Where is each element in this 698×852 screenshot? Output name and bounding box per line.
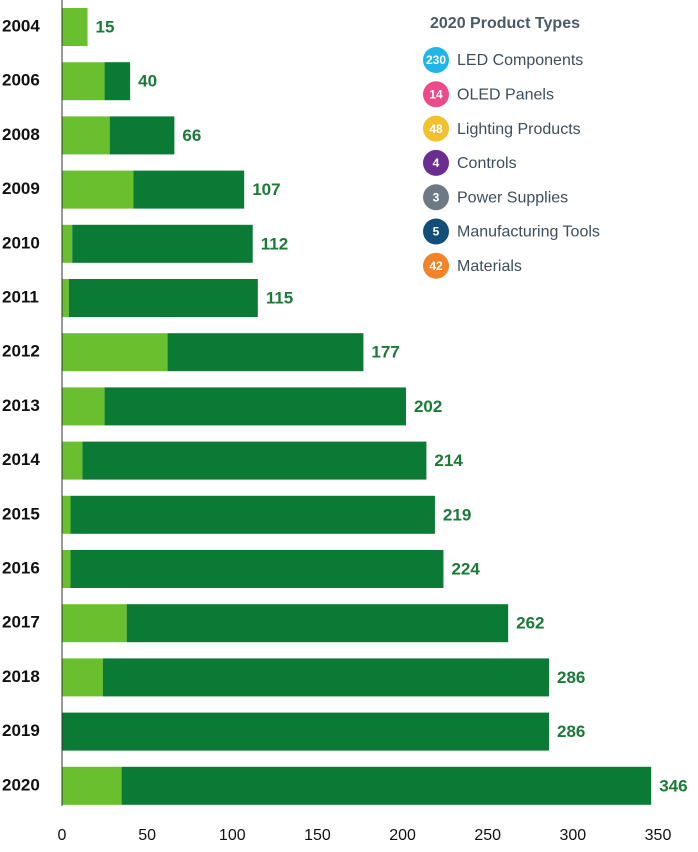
x-tick-label: 200: [389, 827, 416, 844]
bar-segment: [102, 658, 550, 697]
total-label: 202: [414, 397, 442, 416]
bar-segment: [109, 116, 175, 155]
bar-segment: [62, 387, 105, 426]
bar-segment: [133, 170, 245, 209]
x-tick-label: 250: [474, 827, 501, 844]
total-label: 66: [182, 126, 201, 145]
bar-segment: [167, 333, 364, 372]
legend-value: 3: [433, 190, 440, 204]
total-label: 219: [443, 505, 471, 524]
y-tick-label: 2020: [2, 775, 40, 794]
y-tick-label: 2016: [2, 558, 40, 577]
legend-label: LED Components: [457, 52, 583, 69]
total-label: 286: [557, 722, 585, 741]
legend-label: Manufacturing Tools: [457, 224, 600, 241]
total-label: 40: [138, 72, 157, 91]
x-tick-label: 350: [645, 827, 672, 844]
x-tick-label: 100: [219, 827, 246, 844]
legend-badge: [423, 115, 449, 142]
legend-value: 4: [433, 156, 440, 170]
bar-segment: [126, 604, 509, 643]
y-tick-label: 2013: [2, 396, 40, 415]
legend-label: Lighting Products: [457, 121, 581, 138]
bar-segment: [62, 170, 134, 209]
y-tick-label: 2009: [2, 179, 40, 198]
y-tick-label: 2015: [2, 504, 40, 523]
legend-badge: [423, 47, 449, 73]
total-label: 286: [557, 668, 585, 687]
total-label: 346: [659, 776, 687, 795]
x-tick-label: 50: [138, 827, 156, 844]
y-tick-label: 2012: [2, 342, 40, 361]
total-label: 115: [266, 288, 293, 307]
legend-value: 48: [429, 122, 443, 136]
bar-segment: [62, 62, 105, 101]
bar-segment: [68, 279, 258, 317]
total-label: 177: [371, 343, 399, 362]
legend-badge: [423, 149, 449, 176]
total-label: 112: [261, 234, 288, 253]
y-tick-label: 2011: [2, 287, 39, 306]
legend-label: Materials: [457, 258, 522, 275]
legend-badge: [423, 218, 449, 245]
legend-badge: [423, 252, 449, 279]
total-label: 214: [434, 451, 463, 470]
legend-badge: [423, 184, 449, 211]
bar-segment: [62, 116, 110, 155]
y-tick-label: 2006: [2, 71, 40, 90]
legend-label: Power Supplies: [457, 189, 568, 206]
x-tick-label: 150: [304, 827, 331, 844]
y-tick-label: 2008: [2, 125, 40, 144]
legend-label: OLED Panels: [457, 87, 554, 104]
y-tick-label: 2014: [2, 450, 40, 469]
bar-segment: [82, 441, 427, 480]
x-tick-label: 300: [560, 827, 587, 844]
x-tick-label: 0: [58, 827, 67, 844]
bar-segment: [62, 224, 73, 263]
legend-value: 5: [433, 225, 440, 239]
total-label: 262: [516, 614, 544, 633]
total-label: 224: [451, 559, 480, 578]
y-tick-label: 2004: [2, 16, 40, 35]
bar-segment: [104, 62, 131, 101]
legend-badge: [423, 81, 449, 108]
bar-segment: [62, 495, 71, 534]
y-tick-label: 2019: [2, 721, 40, 740]
bar-segment: [62, 333, 168, 372]
bar-segment: [72, 224, 253, 263]
bar-segment: [62, 8, 88, 46]
total-label: 107: [252, 180, 280, 199]
y-tick-label: 2018: [2, 667, 40, 686]
bar-segment: [62, 658, 103, 697]
bar-segment: [70, 495, 435, 534]
bar-segment: [62, 766, 122, 805]
legend-value: 14: [429, 87, 443, 101]
bar-segment: [70, 550, 444, 588]
bar-segment: [121, 766, 652, 805]
bar-segment: [62, 604, 127, 643]
y-tick-label: 2017: [2, 613, 40, 632]
bar-segment: [62, 550, 71, 588]
y-tick-label: 2010: [2, 233, 40, 252]
bar-segment: [62, 441, 83, 480]
legend-value: 230: [426, 53, 446, 67]
bar-segment: [104, 387, 406, 426]
legend-label: Controls: [457, 155, 517, 172]
legend-value: 42: [429, 259, 443, 273]
legend-title: 2020 Product Types: [430, 15, 580, 32]
bar-segment: [62, 279, 69, 317]
bar-segment: [62, 712, 550, 751]
total-label: 15: [96, 17, 115, 36]
